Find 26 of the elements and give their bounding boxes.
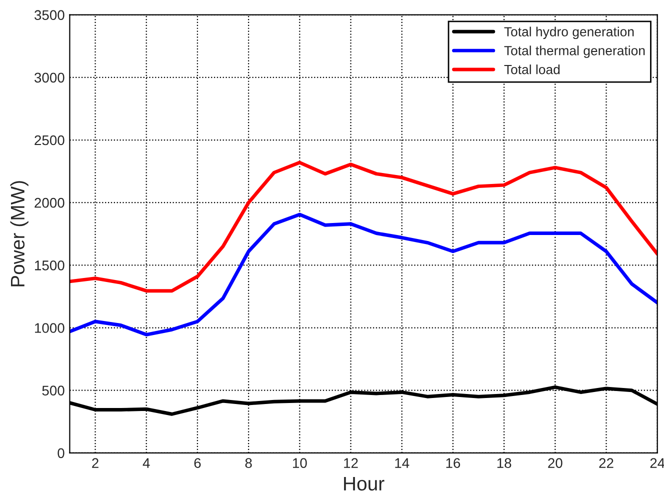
y-tick-label: 2000 [34, 198, 64, 208]
x-tick-label: 8 [245, 458, 252, 468]
y-tick-label: 3000 [34, 72, 64, 83]
y-tick-label: 1000 [35, 323, 64, 333]
y-tick-label: 3500 [34, 10, 64, 20]
x-tick-label: 20 [548, 458, 562, 468]
line-series [70, 160, 658, 293]
x-tick-label: 18 [497, 458, 512, 468]
x-tick-label: 2 [92, 458, 98, 468]
x-tick-label: 22 [599, 458, 614, 468]
y-tick-label: 2500 [34, 135, 64, 146]
y-tick-label: 500 [42, 386, 64, 396]
line-series [70, 212, 658, 336]
legend-label: Total load [504, 64, 560, 74]
x-tick-label: 10 [293, 458, 307, 468]
y-axis-title: Power (MW) [10, 181, 28, 286]
legend-label: Total hydro generation [504, 26, 634, 40]
x-tick-label: 16 [446, 458, 460, 468]
x-axis-title: Hour [344, 477, 384, 491]
y-tick-label: 1500 [35, 260, 64, 270]
legend-label: Total thermal generation [504, 46, 645, 58]
x-tick-label: 4 [142, 458, 150, 468]
x-tick-label: 12 [344, 458, 358, 468]
x-tick-label: 14 [395, 458, 410, 468]
y-tick-label: 0 [58, 448, 64, 458]
x-tick-label: 6 [194, 458, 201, 468]
